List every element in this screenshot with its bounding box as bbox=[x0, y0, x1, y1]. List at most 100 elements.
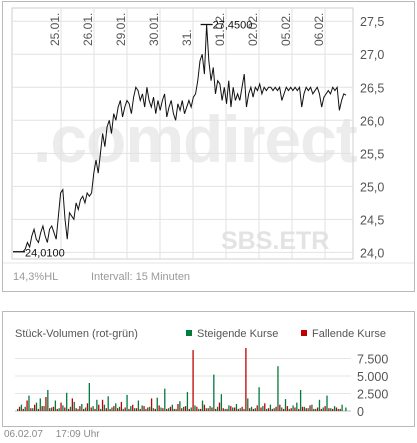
volume-bar-rising bbox=[284, 399, 287, 411]
volume-bar-rising bbox=[115, 403, 117, 411]
price-x-tick-label: 06.02. bbox=[312, 13, 326, 46]
volume-bar-falling bbox=[150, 398, 153, 411]
volume-bar-falling bbox=[162, 408, 164, 411]
volume-bar-rising bbox=[141, 405, 143, 411]
volume-bar-falling bbox=[328, 408, 330, 411]
volume-bar-rising bbox=[198, 408, 200, 411]
price-chart: .comdirect SBS.ETR 24,0 24,5 25,0 25,5 26,0 26,… bbox=[3, 7, 414, 283]
volume-bar-rising bbox=[118, 406, 121, 411]
volume-bar-rising bbox=[179, 401, 181, 411]
volume-bar-rising bbox=[220, 394, 223, 411]
volume-bar-rising bbox=[269, 404, 272, 411]
volume-bar-rising bbox=[186, 392, 189, 411]
volume-bar-rising bbox=[247, 398, 249, 411]
volume-bar-rising bbox=[50, 407, 53, 411]
volume-bar-rising bbox=[273, 408, 275, 411]
volume-bar-rising bbox=[167, 408, 170, 411]
volume-bar-rising bbox=[32, 408, 34, 411]
volume-bar-rising bbox=[205, 408, 207, 411]
volume-bar-falling bbox=[309, 405, 311, 411]
volume-bar-falling bbox=[173, 408, 175, 411]
volume-bar-falling bbox=[64, 407, 66, 411]
volume-bar-falling bbox=[166, 408, 168, 411]
volume-bar-falling bbox=[233, 407, 236, 411]
volume-bar-falling bbox=[301, 406, 304, 411]
volume-bar-falling bbox=[22, 408, 24, 411]
volume-bar-rising bbox=[130, 406, 132, 411]
volume-bar-rising bbox=[160, 407, 162, 411]
volume-bar-rising bbox=[183, 406, 185, 411]
volume-bar-rising bbox=[103, 404, 106, 411]
volume-bar-falling bbox=[94, 408, 96, 411]
volume-bar-falling bbox=[45, 397, 47, 411]
price-chart-panel: .comdirect SBS.ETR 24,0 24,5 25,0 25,5 26,0 26,… bbox=[2, 1, 415, 292]
volume-bar-falling bbox=[116, 408, 119, 411]
volume-bar-rising bbox=[235, 404, 238, 411]
volume-bar-rising bbox=[47, 390, 49, 411]
volume-bar-falling bbox=[264, 403, 266, 411]
volume-bar-rising bbox=[81, 404, 83, 411]
volume-bar-rising bbox=[299, 390, 302, 411]
volume-bar-falling bbox=[33, 404, 36, 411]
volume-bar-falling bbox=[267, 408, 270, 411]
volume-bar-falling bbox=[218, 402, 221, 411]
volume-bar-falling bbox=[56, 408, 58, 411]
volume-bar-rising bbox=[100, 408, 102, 411]
volume-bar-rising bbox=[107, 396, 109, 411]
legend-rising-label: Steigende Kurse bbox=[197, 328, 278, 340]
volume-bar-falling bbox=[18, 406, 21, 411]
volume-bar-falling bbox=[332, 408, 334, 411]
volume-bar-falling bbox=[75, 408, 77, 411]
price-x-tick-label: 01.02. bbox=[213, 13, 227, 46]
volume-bar-falling bbox=[207, 408, 209, 411]
volume-bar-rising bbox=[17, 408, 19, 411]
source-watermark: SBS.ETR bbox=[221, 227, 329, 255]
volume-bar-rising bbox=[311, 404, 313, 411]
volume-bar-rising bbox=[209, 406, 211, 411]
change-label: 14,3%HL bbox=[13, 271, 58, 283]
volume-bar-falling bbox=[215, 408, 217, 411]
volume-bar-rising bbox=[28, 395, 30, 411]
price-x-tick-label: 26.01. bbox=[81, 13, 95, 46]
volume-bar-falling bbox=[105, 408, 107, 411]
volume-bar-falling bbox=[83, 408, 85, 411]
volume-bar-falling bbox=[252, 408, 255, 411]
volume-bar-rising bbox=[77, 408, 79, 411]
price-y-tick-label: 26,5 bbox=[360, 81, 384, 95]
volume-bar-rising bbox=[20, 404, 23, 411]
volume-bar-rising bbox=[288, 408, 290, 411]
volume-bar-rising bbox=[250, 406, 253, 411]
volume-bar-rising bbox=[322, 407, 324, 411]
price-y-tick-label: 24,0 bbox=[360, 246, 384, 260]
volume-bar-falling bbox=[241, 406, 243, 411]
volume-bar-rising bbox=[137, 400, 140, 411]
volume-y-tick-label: 2.500 bbox=[357, 388, 388, 402]
volume-bar-falling bbox=[188, 408, 190, 411]
volume-bar-rising bbox=[243, 408, 245, 411]
volume-bar-falling bbox=[226, 408, 228, 411]
volume-bar-falling bbox=[320, 408, 322, 411]
volume-chart-panel: Stück-Volumen (rot-grün) Steigende Kurse F… bbox=[2, 311, 415, 427]
volume-chart: Stück-Volumen (rot-grün) Steigende Kurse F… bbox=[15, 328, 388, 419]
volume-bar-rising bbox=[345, 407, 347, 411]
volume-bar-falling bbox=[120, 401, 123, 411]
volume-bar-falling bbox=[279, 404, 281, 411]
volume-bar-rising bbox=[239, 408, 241, 411]
volume-bar-falling bbox=[203, 404, 206, 411]
volume-bar-falling bbox=[49, 408, 51, 411]
comdirect-watermark-logo: .comdirect bbox=[33, 102, 358, 176]
volume-bar-rising bbox=[341, 404, 343, 411]
price-y-tick-label: 24,5 bbox=[360, 213, 384, 227]
price-plot-frame bbox=[11, 7, 354, 260]
price-x-tick-label: 29.01. bbox=[114, 13, 128, 46]
volume-bar-falling bbox=[222, 408, 224, 411]
price-y-tick-label: 25,0 bbox=[360, 180, 384, 194]
volume-bar-rising bbox=[88, 383, 90, 411]
volume-bar-falling bbox=[335, 407, 338, 411]
volume-bar-falling bbox=[86, 403, 89, 411]
volume-bar-rising bbox=[292, 405, 294, 411]
volume-bar-falling bbox=[324, 406, 326, 411]
volume-bar-falling bbox=[298, 408, 300, 411]
volume-bar-falling bbox=[316, 407, 319, 411]
volume-bar-rising bbox=[54, 400, 57, 411]
